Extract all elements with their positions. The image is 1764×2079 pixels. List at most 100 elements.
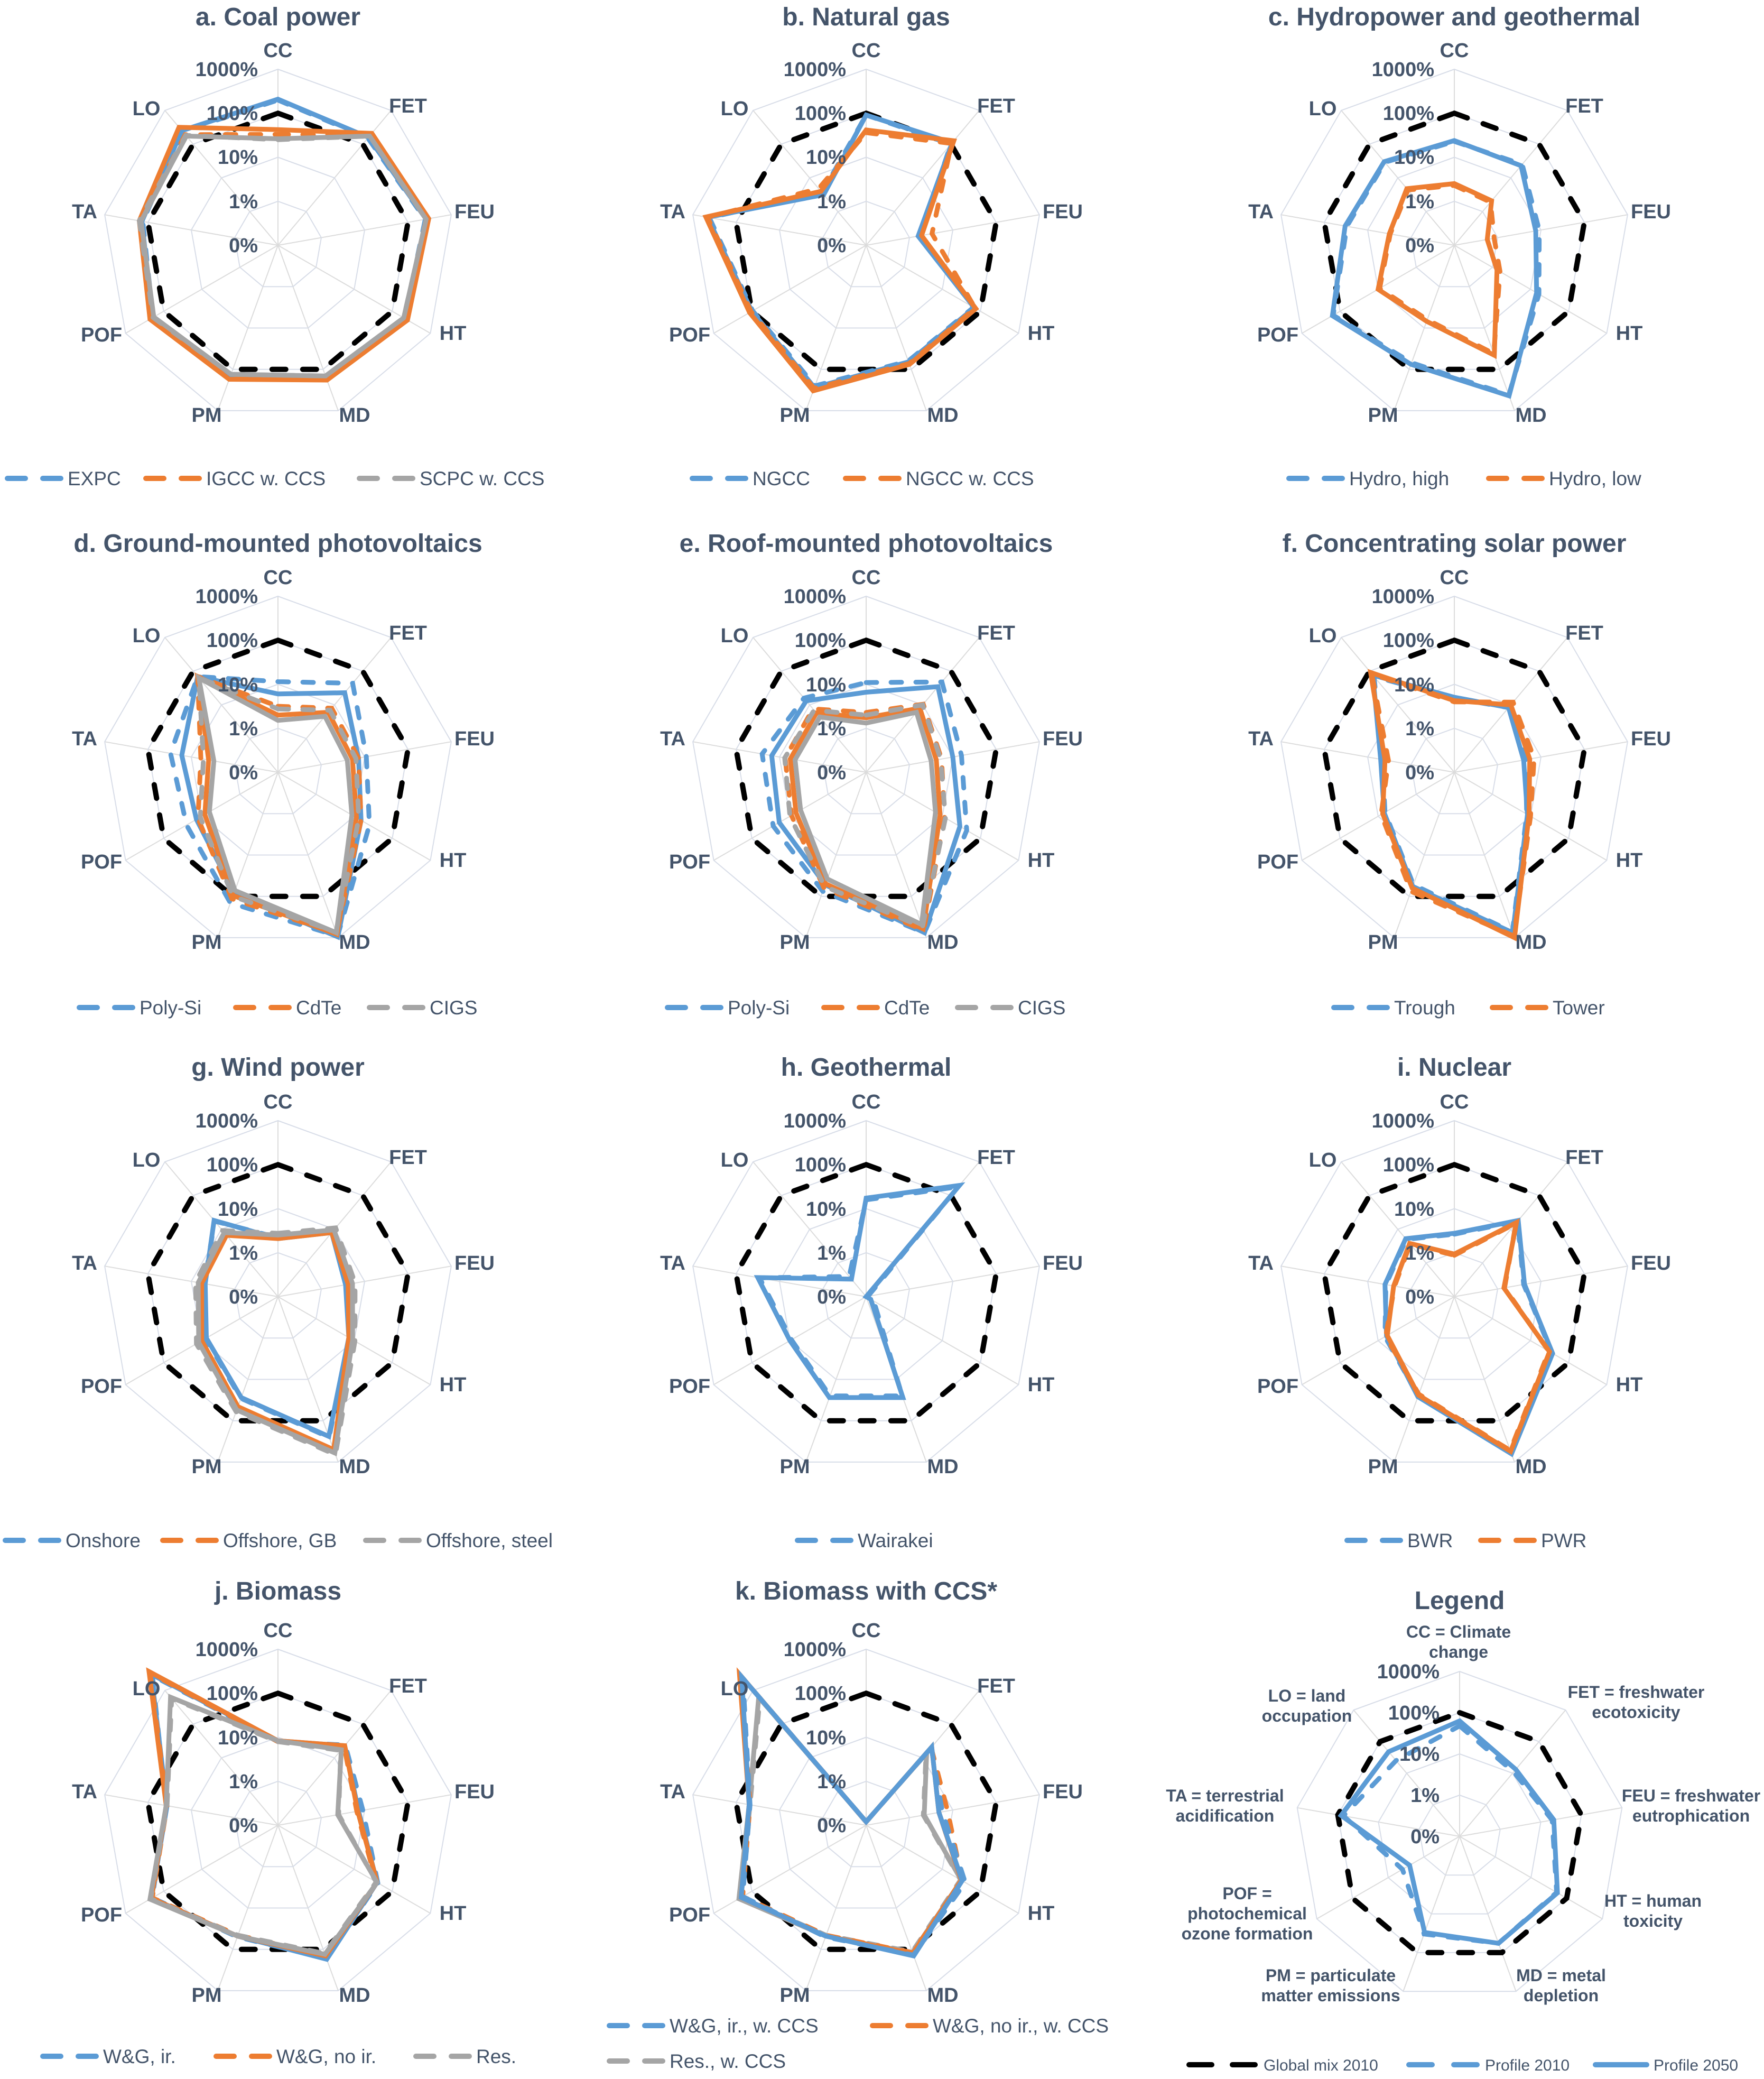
svg-text:CC: CC <box>1440 567 1469 589</box>
svg-text:i. Nuclear: i. Nuclear <box>1397 1054 1511 1082</box>
svg-text:TA: TA <box>1248 1252 1274 1274</box>
svg-text:FET: FET <box>977 95 1015 117</box>
svg-text:1000%: 1000% <box>784 1110 846 1132</box>
svg-text:FET: FET <box>389 95 427 117</box>
svg-text:g. Wind power: g. Wind power <box>191 1054 365 1082</box>
svg-text:FET: FET <box>1565 1147 1603 1169</box>
svg-text:TA: TA <box>1248 728 1274 750</box>
svg-text:10%: 10% <box>806 1198 846 1221</box>
svg-text:0%: 0% <box>229 762 258 784</box>
svg-text:FEU: FEU <box>454 1781 495 1803</box>
svg-text:MD: MD <box>1515 931 1546 954</box>
svg-text:CC = Climate: CC = Climate <box>1406 1622 1511 1641</box>
svg-text:Offshore, GB: Offshore, GB <box>223 1530 337 1551</box>
svg-text:LO: LO <box>1309 98 1337 120</box>
svg-text:ozone formation: ozone formation <box>1182 1924 1313 1943</box>
svg-text:1000%: 1000% <box>784 586 846 608</box>
svg-text:0%: 0% <box>817 1286 846 1308</box>
svg-text:LO: LO <box>721 98 749 120</box>
svg-text:1000%: 1000% <box>196 59 258 81</box>
svg-text:TA: TA <box>1248 201 1274 223</box>
svg-text:Global mix 2010: Global mix 2010 <box>1264 2057 1378 2074</box>
svg-text:PM = particulate: PM = particulate <box>1266 1966 1396 1985</box>
svg-text:10%: 10% <box>806 146 846 169</box>
svg-text:CC: CC <box>264 40 293 62</box>
svg-text:PM: PM <box>192 931 222 954</box>
svg-text:FEU: FEU <box>1631 1252 1671 1274</box>
svg-text:1000%: 1000% <box>784 59 846 81</box>
svg-text:100%: 100% <box>1383 1154 1434 1176</box>
svg-text:FET: FET <box>1565 95 1603 117</box>
svg-text:100%: 100% <box>1383 103 1434 125</box>
svg-text:0%: 0% <box>817 762 846 784</box>
svg-text:HT: HT <box>440 322 467 345</box>
svg-text:POF: POF <box>81 1375 122 1398</box>
svg-text:1%: 1% <box>1410 1785 1440 1807</box>
svg-text:MD: MD <box>339 404 370 427</box>
svg-text:matter emissions: matter emissions <box>1261 1986 1400 2005</box>
svg-text:MD: MD <box>927 404 958 427</box>
svg-text:CIGS: CIGS <box>1018 997 1065 1019</box>
svg-text:Tower: Tower <box>1553 997 1605 1019</box>
svg-text:PM: PM <box>192 404 222 427</box>
svg-text:TA: TA <box>72 1781 97 1803</box>
svg-text:POF: POF <box>669 851 710 873</box>
svg-text:PM: PM <box>1368 1456 1398 1478</box>
svg-text:occupation: occupation <box>1262 1706 1352 1725</box>
svg-text:0%: 0% <box>1405 1286 1434 1308</box>
svg-text:1000%: 1000% <box>784 1639 846 1661</box>
svg-text:LO: LO <box>721 1149 749 1171</box>
svg-text:IGCC w. CCS: IGCC w. CCS <box>206 468 326 489</box>
svg-text:0%: 0% <box>229 235 258 257</box>
svg-text:Res.: Res. <box>476 2046 516 2067</box>
svg-text:1%: 1% <box>817 718 846 740</box>
svg-text:10%: 10% <box>218 1727 258 1749</box>
svg-text:FEU: FEU <box>454 728 495 750</box>
svg-text:CC: CC <box>1440 40 1469 62</box>
svg-text:POF =: POF = <box>1222 1884 1271 1903</box>
svg-text:LO: LO <box>133 1149 161 1171</box>
svg-text:1000%: 1000% <box>196 1639 258 1661</box>
svg-text:Profile 2010: Profile 2010 <box>1485 2057 1570 2074</box>
svg-text:HT: HT <box>1028 322 1055 345</box>
svg-text:Poly-Si: Poly-Si <box>140 997 201 1019</box>
svg-text:CdTe: CdTe <box>884 997 930 1019</box>
svg-text:FET: FET <box>1565 622 1603 644</box>
svg-text:1%: 1% <box>229 191 258 213</box>
svg-text:1%: 1% <box>229 718 258 740</box>
svg-text:PM: PM <box>1368 931 1398 954</box>
svg-text:FET: FET <box>977 1147 1015 1169</box>
svg-text:LO: LO <box>1309 625 1337 647</box>
svg-text:FEU: FEU <box>1043 201 1083 223</box>
svg-text:Legend: Legend <box>1415 1587 1505 1615</box>
svg-text:HT: HT <box>440 1902 467 1925</box>
svg-text:k. Biomass with CCS*: k. Biomass with CCS* <box>735 1577 997 1605</box>
svg-text:10%: 10% <box>1394 146 1434 169</box>
svg-text:W&G, ir., w. CCS: W&G, ir., w. CCS <box>670 2015 819 2037</box>
svg-text:a. Coal power: a. Coal power <box>196 3 360 31</box>
svg-text:1%: 1% <box>229 1242 258 1264</box>
svg-text:PM: PM <box>780 1456 810 1478</box>
svg-text:10%: 10% <box>218 1198 258 1221</box>
svg-text:W&G, ir.: W&G, ir. <box>103 2046 176 2067</box>
svg-text:MD: MD <box>1515 1456 1546 1478</box>
svg-text:POF: POF <box>1257 324 1298 346</box>
svg-text:PM: PM <box>192 1984 222 2007</box>
svg-text:1%: 1% <box>229 1771 258 1793</box>
svg-text:CC: CC <box>264 567 293 589</box>
svg-text:0%: 0% <box>229 1815 258 1837</box>
svg-text:LO: LO <box>1309 1149 1337 1171</box>
svg-text:CC: CC <box>264 1091 293 1113</box>
svg-text:100%: 100% <box>207 630 258 652</box>
svg-text:1%: 1% <box>1405 718 1434 740</box>
svg-text:100%: 100% <box>795 103 846 125</box>
svg-text:FET: FET <box>977 622 1015 644</box>
svg-text:100%: 100% <box>795 1683 846 1705</box>
svg-text:TA: TA <box>72 728 97 750</box>
svg-text:1%: 1% <box>1405 1242 1434 1264</box>
svg-text:CC: CC <box>852 1620 881 1642</box>
svg-text:POF: POF <box>669 324 710 346</box>
svg-text:LO: LO <box>133 625 161 647</box>
svg-text:TA: TA <box>72 1252 97 1274</box>
svg-text:FEU: FEU <box>1043 1252 1083 1274</box>
